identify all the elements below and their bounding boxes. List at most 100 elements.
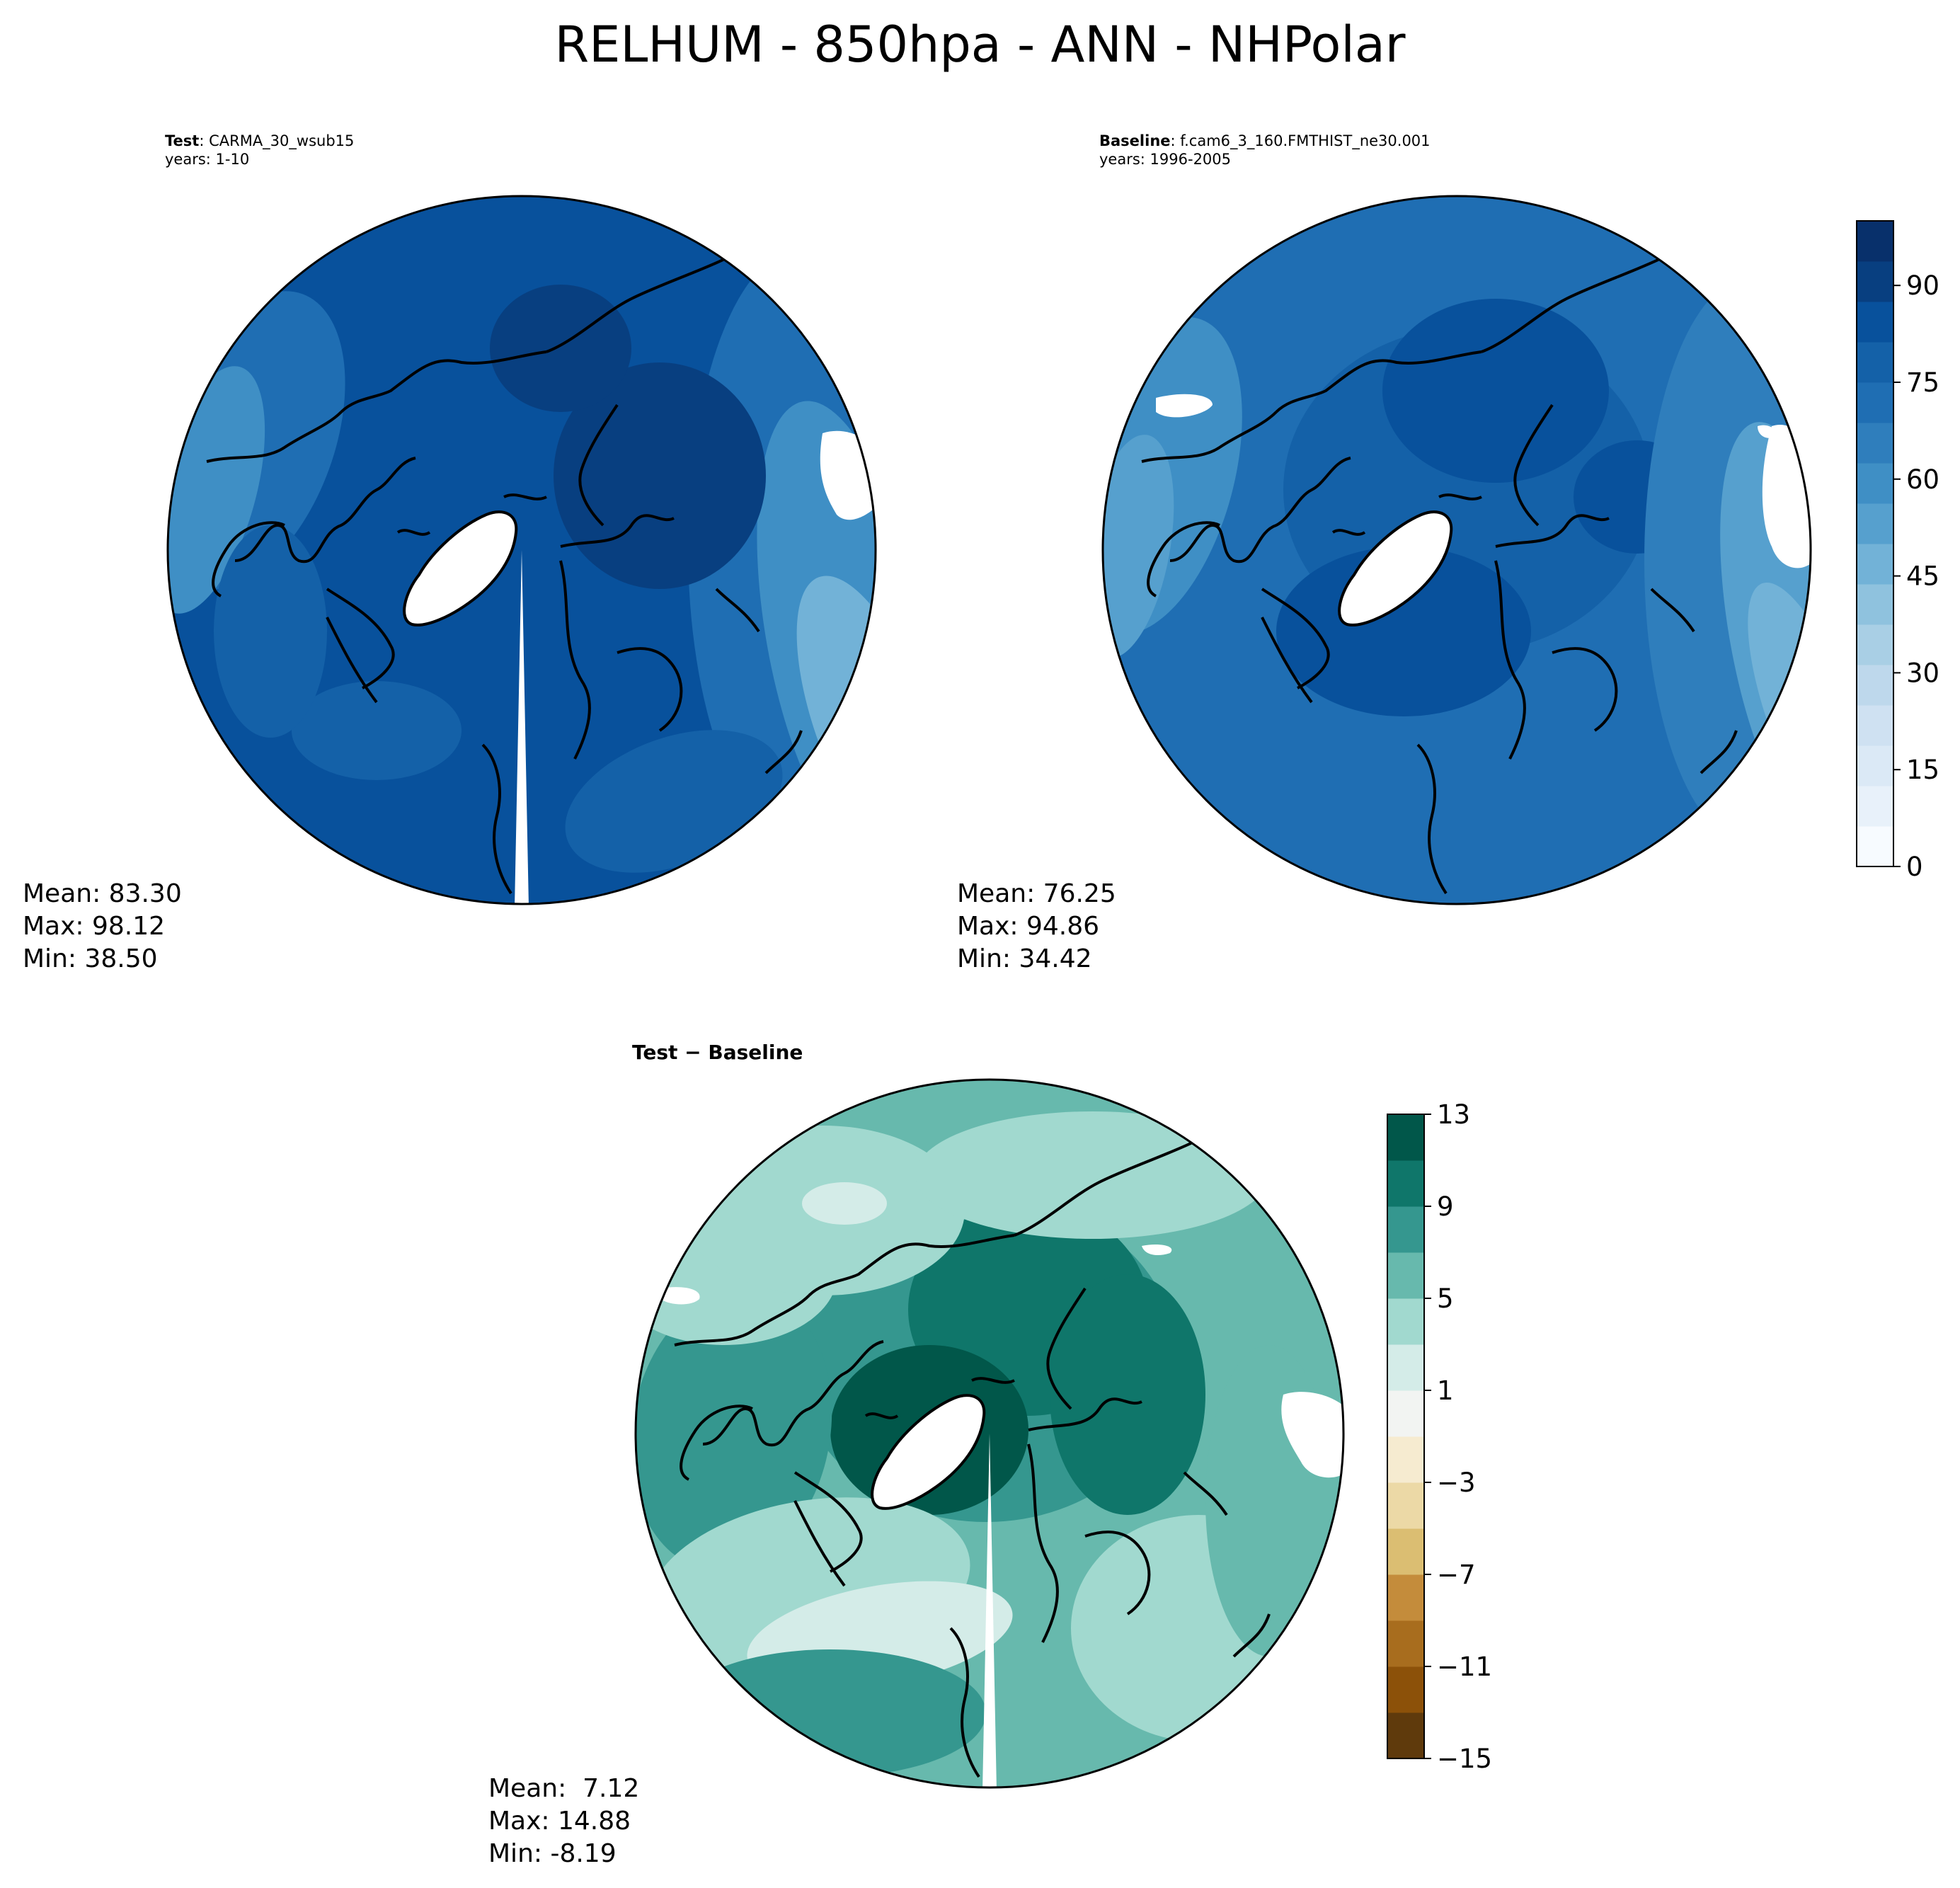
relhum-cb-swatch-2 <box>1857 745 1893 786</box>
relhum-cb-tick-label-6: 90 <box>1906 270 1939 301</box>
base-coastline-5 <box>1275 350 1482 413</box>
base-coastline-2 <box>1261 588 1330 690</box>
relhum-cb-swatch-15 <box>1857 221 1893 262</box>
diff-coastline-2 <box>793 1471 863 1573</box>
diff-field <box>636 1080 1343 1787</box>
diff-coastline-5 <box>808 1234 1015 1297</box>
test-coastline-7 <box>578 404 619 527</box>
relhum-cb-swatch-8 <box>1857 503 1893 544</box>
diff-boundary <box>634 1078 1345 1789</box>
test-title-case: : CARMA_30_wsub15 <box>199 132 355 149</box>
test-panel-years: years: 1-10 <box>165 151 250 168</box>
diff-coastline-4 <box>674 1294 810 1346</box>
diff-coastline-1 <box>680 1404 753 1481</box>
base-missing-2 <box>1758 425 1776 438</box>
base-field <box>1103 196 1811 904</box>
baseline-title-bold: Baseline <box>1099 132 1171 149</box>
base-coastline-8 <box>1495 514 1610 548</box>
test-boundary <box>166 195 877 905</box>
diff-cb-swatch-2 <box>1387 1620 1424 1667</box>
diff-coastline-8 <box>1028 1397 1142 1431</box>
relhum-cb-swatch-10 <box>1857 423 1893 464</box>
baseline-stats: Mean: 76.25 Max: 94.86 Min: 34.42 <box>957 879 1116 973</box>
baseline-title-case: : f.cam6_3_160.FMTHIST_ne30.001 <box>1170 132 1431 149</box>
relhum-cb-swatch-7 <box>1857 544 1893 585</box>
diff-coastline-9 <box>1027 1443 1059 1643</box>
test-coastline-14 <box>715 588 760 633</box>
diff-stats: Mean: 7.12 Max: 14.88 Min: -8.19 <box>488 1774 640 1868</box>
test-coastline-5 <box>340 350 547 413</box>
test-coastline-3 <box>326 617 378 704</box>
base-contour-6 <box>1748 582 1811 851</box>
diff-cb-tick-label-3: −3 <box>1437 1468 1476 1498</box>
diff-coastline-12 <box>971 1377 1015 1384</box>
test-coastline-0 <box>234 457 416 563</box>
diff-cb-tick-label-6: 9 <box>1437 1191 1454 1222</box>
test-title-bold: Test <box>165 132 200 149</box>
diff-cb-swatch-4 <box>1387 1528 1424 1575</box>
base-coastline-12 <box>1438 493 1482 500</box>
diff-coastline-0 <box>702 1340 884 1447</box>
base-coastline-13 <box>1331 529 1366 536</box>
diff-coastline-6 <box>1014 1138 1199 1237</box>
diff-cb-swatch-3 <box>1387 1574 1424 1621</box>
base-coastline-0 <box>1169 457 1351 563</box>
diff-coastline-14 <box>1183 1471 1228 1516</box>
diff-greenland-outline <box>871 1394 986 1510</box>
baseline-panel-title: Baseline: f.cam6_3_160.FMTHIST_ne30.001 <box>1099 132 1431 150</box>
base-coastline-7 <box>1513 404 1554 527</box>
difference-polar-map <box>634 1078 1345 1789</box>
test-seam-gap <box>515 550 529 904</box>
relhum-cb-swatch-14 <box>1857 261 1893 302</box>
diff-cb-tick-label-2: −7 <box>1437 1560 1476 1590</box>
relhum-cb-swatch-13 <box>1857 302 1893 343</box>
relhum-cb-swatch-9 <box>1857 463 1893 504</box>
diff-cb-swatch-12 <box>1387 1160 1424 1207</box>
diff-missing-0 <box>1281 1392 1343 1478</box>
diff-coastline-10 <box>1084 1531 1151 1615</box>
test-coastline-13 <box>396 529 431 536</box>
baseline-polar-map <box>1101 195 1812 905</box>
test-coastline-15 <box>764 730 803 774</box>
diff-cb-tick-label-0: −15 <box>1437 1744 1492 1774</box>
test-panel-title: Test: CARMA_30_wsub15 <box>165 132 354 150</box>
test-coastline-9 <box>559 560 591 760</box>
relhum-cb-frame <box>1856 220 1894 867</box>
test-coastline-8 <box>560 514 675 548</box>
test-contour-8 <box>214 525 327 738</box>
test-coastline-1 <box>212 521 285 597</box>
relhum-cb-tick-label-4: 60 <box>1906 464 1939 495</box>
diff-contour-13 <box>802 1182 887 1225</box>
diff-cb-swatch-11 <box>1387 1206 1424 1253</box>
test-contour-7 <box>292 681 462 780</box>
diff-cb-swatch-6 <box>1387 1436 1424 1483</box>
base-contour-1 <box>1382 299 1609 483</box>
relhum-cb-tick-label-3: 45 <box>1906 561 1939 592</box>
relhum-cb-swatch-0 <box>1857 826 1893 867</box>
base-coastline-3 <box>1261 617 1313 704</box>
relhum-cb-tick-label-1: 15 <box>1906 755 1939 785</box>
test-coastline-4 <box>206 411 343 463</box>
relhum-cb-swatch-4 <box>1857 665 1893 706</box>
test-coastline-6 <box>546 255 731 353</box>
diff-contour-7 <box>675 1649 986 1777</box>
diff-coastline-3 <box>793 1500 846 1587</box>
diff-contour-12 <box>915 1111 1269 1239</box>
test-missing-1 <box>168 403 188 443</box>
diff-cb-tick-label-5: 5 <box>1437 1283 1454 1314</box>
relhum-cb-swatch-12 <box>1857 342 1893 383</box>
base-coastline-14 <box>1650 588 1695 633</box>
diff-cb-tick-label-1: −11 <box>1437 1652 1492 1682</box>
test-coastline-12 <box>503 493 547 500</box>
base-boundary <box>1101 195 1812 905</box>
base-missing-1 <box>1156 394 1213 418</box>
test-stats: Mean: 83.30 Max: 98.12 Min: 38.50 <box>23 879 182 973</box>
diff-seam-gap <box>982 1434 997 1787</box>
base-coastline-4 <box>1141 411 1278 463</box>
baseline-panel-years: years: 1996-2005 <box>1099 151 1232 168</box>
base-coastline-15 <box>1700 730 1738 774</box>
diff-cb-tick-label-7: 13 <box>1437 1099 1470 1130</box>
diff-missing-1 <box>660 1287 700 1305</box>
test-coastline-10 <box>617 647 683 732</box>
base-coastline-11 <box>1416 743 1448 895</box>
